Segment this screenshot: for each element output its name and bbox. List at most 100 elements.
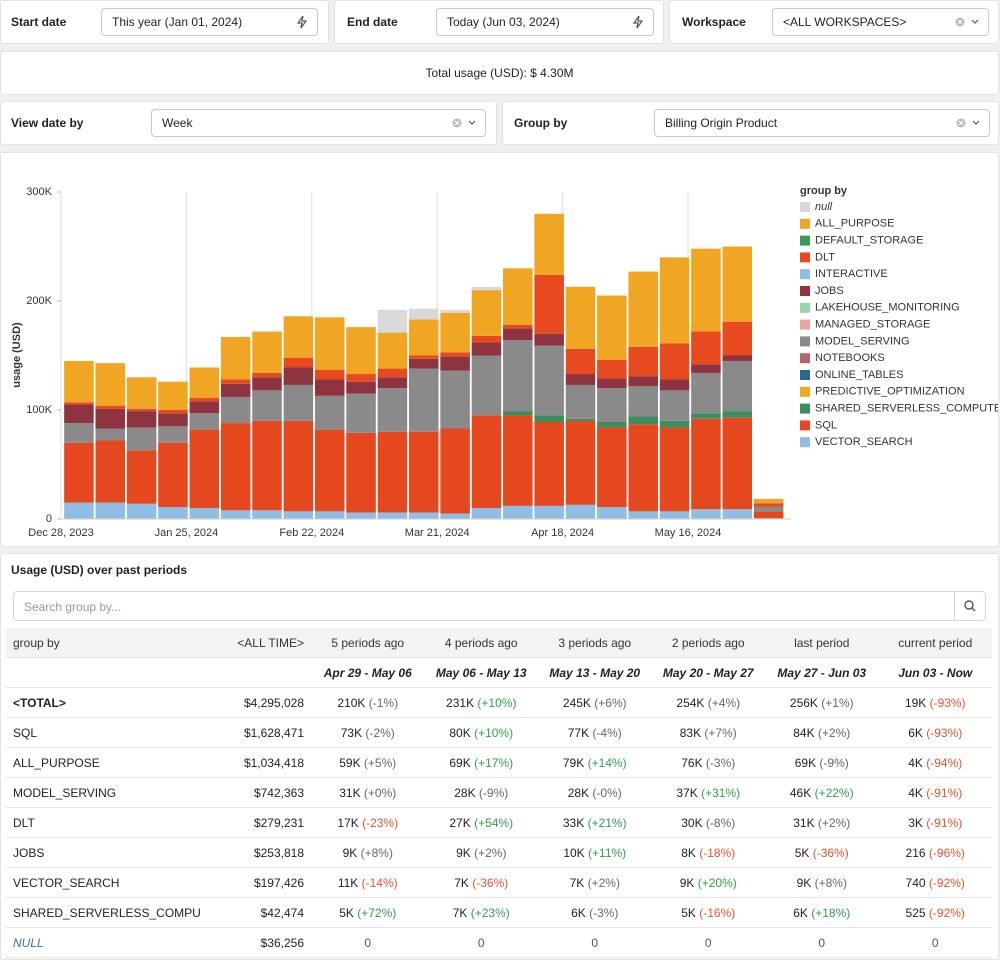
group-name: DLT: [6, 807, 201, 838]
period-cell: 27K (+54%): [424, 807, 538, 838]
period-value: 76K: [681, 755, 703, 770]
all-time-usage: $253,818: [201, 837, 311, 868]
select-value: Billing Origin Product: [665, 116, 778, 130]
bar-segment: [252, 420, 282, 511]
axes: Dec 28, 2023 Jan 25, 2024 Feb 22, 2024 Mar …: [26, 186, 791, 539]
bar-segment: [314, 369, 345, 380]
all-time-usage: $4,295,028: [201, 687, 311, 718]
bar-segment: [377, 309, 408, 333]
group-name: MODEL_SERVING: [6, 777, 201, 808]
group-name: <TOTAL>: [6, 687, 201, 718]
period-value: 256K: [789, 695, 818, 710]
legend-label: MODEL_SERVING: [815, 335, 910, 347]
period-change: (+11%): [588, 845, 627, 860]
bar-segment: [471, 290, 502, 336]
bar-segment: [220, 396, 251, 424]
column-header: current period: [878, 628, 992, 658]
all-time-usage: $197,426: [201, 867, 311, 898]
bar-segment: [377, 332, 408, 369]
total-usage: Total usage (USD): $ 4.30M: [425, 66, 574, 80]
period-cell: 59K (+5%): [311, 747, 425, 778]
bar-segment: [597, 359, 627, 379]
period-cell: 5K (-16%): [651, 897, 765, 928]
x-tick-label: Feb 22, 2024: [279, 527, 344, 539]
date-select[interactable]: Today (Jun 03, 2024): [436, 8, 654, 36]
table-title: Usage (USD) over past periods: [11, 563, 188, 577]
legend-label: null: [815, 201, 833, 213]
period-cell: 216 (-96%): [878, 837, 992, 868]
bar-segment: [95, 440, 126, 503]
period-value: 69K: [794, 755, 817, 770]
period-cell: 9K (+2%): [424, 837, 538, 868]
end-date-filter: End date Today (Jun 03, 2024): [334, 0, 664, 44]
bar-segment: [377, 377, 408, 389]
bar-segment: [503, 340, 533, 412]
group-by-select[interactable]: Billing Origin Product: [654, 109, 990, 137]
period-value: 7K: [452, 905, 468, 920]
period-change: (-3%): [589, 905, 619, 920]
bar-segment: [189, 398, 220, 402]
period-change: (-1%): [368, 695, 399, 710]
bar-segment: [126, 408, 157, 412]
workspace-select[interactable]: <ALL WORKSPACES>: [772, 8, 989, 36]
all-time-usage: $36,256: [201, 927, 311, 958]
period-change: (-4%): [592, 725, 622, 740]
bar-segment: [691, 331, 721, 365]
y-tick-label: 100K: [26, 404, 52, 416]
bar-segment: [534, 213, 564, 275]
filter-label: Group by: [514, 116, 568, 130]
x-tick-label: Jan 25, 2024: [155, 527, 219, 539]
all-time-usage: $1,628,471: [201, 717, 311, 748]
bar-segment: [346, 381, 376, 394]
bar-segment: [628, 376, 658, 387]
workspace-filter: Workspace <ALL WORKSPACES>: [669, 0, 999, 44]
table-row: <TOTAL> $4,295,028 210K (-1%) 231K (+10%) 24…: [6, 687, 992, 718]
bar-segment: [95, 428, 126, 441]
period-value: 19K: [904, 695, 927, 710]
bar-segment: [753, 506, 784, 512]
bar-segment: [471, 355, 502, 416]
bar-segment: [377, 368, 408, 378]
period-value: 9K: [796, 875, 812, 890]
period-value: 6K: [793, 905, 808, 920]
bar-segment: [377, 388, 408, 432]
bar-segment: [440, 309, 470, 313]
legend-swatch: [800, 252, 810, 263]
search-button[interactable]: [954, 592, 985, 620]
bar-segment: [440, 428, 470, 514]
legend-label: LAKEHOUSE_MONITORING: [815, 302, 960, 314]
bar-segment: [158, 507, 188, 519]
view-date-filter: View date by Week: [0, 101, 497, 145]
period-cell: 76K (-3%): [651, 747, 765, 778]
period-value: 30K: [681, 815, 703, 830]
bar-segment: [565, 374, 596, 385]
bar-segment: [503, 505, 533, 519]
period-value: 0: [364, 935, 372, 950]
view-date-select[interactable]: Week: [151, 109, 486, 137]
legend-swatch: [800, 386, 810, 397]
period-change: (-9%): [478, 785, 509, 800]
bar-segment: [503, 324, 533, 329]
bar-segment: [628, 416, 658, 425]
bar-segment: [189, 401, 220, 414]
period-header: May 20 - May 27: [651, 657, 765, 688]
period-change: (+1%): [821, 695, 854, 710]
legend-swatch: [800, 420, 810, 431]
period-change: (+8%): [360, 845, 393, 860]
total-usage-panel: Total usage (USD): $ 4.30M: [0, 51, 999, 95]
period-change: (+10%): [474, 725, 514, 740]
period-value: 79K: [562, 755, 585, 770]
bar-segment: [314, 511, 345, 519]
bar-segment: [565, 348, 596, 375]
bar-segment: [722, 355, 753, 361]
period-cell: 256K (+1%): [765, 687, 879, 718]
period-value: 0: [477, 935, 485, 950]
bar-segment: [565, 384, 596, 419]
date-select[interactable]: This year (Jan 01, 2024): [101, 8, 318, 36]
bar-segment: [597, 378, 627, 389]
bar-segment: [659, 343, 690, 380]
period-header: May 06 - May 13: [424, 657, 538, 688]
search-box[interactable]: Search group by...: [13, 591, 986, 621]
bar-segment: [597, 427, 627, 508]
period-change: (+8%): [814, 875, 847, 890]
